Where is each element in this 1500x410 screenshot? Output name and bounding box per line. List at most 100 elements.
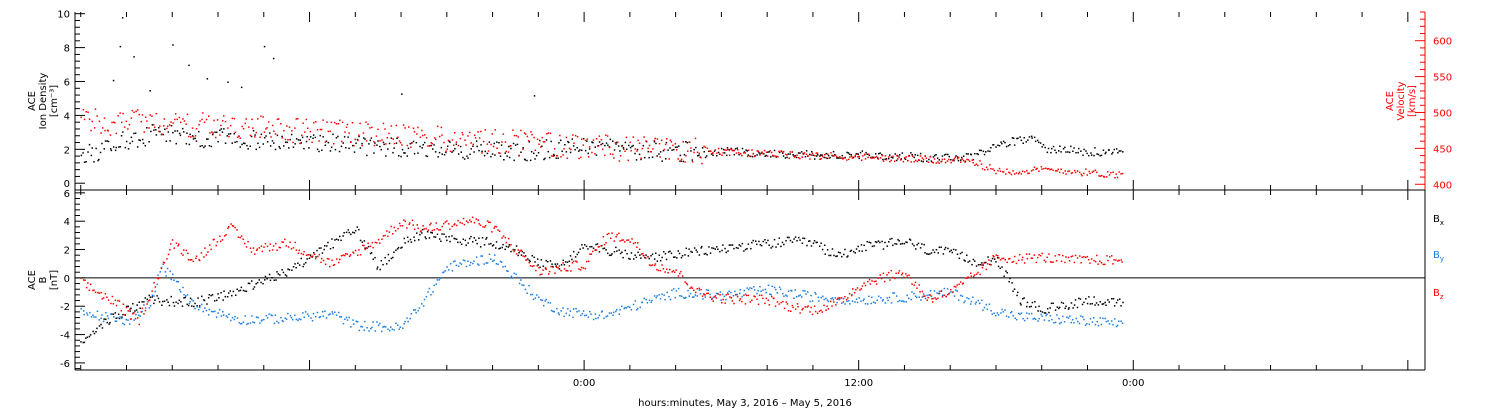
data-point <box>751 155 754 158</box>
data-point <box>172 131 174 134</box>
data-point <box>423 228 426 230</box>
data-point <box>437 156 439 158</box>
data-point <box>957 156 960 159</box>
data-point <box>744 248 747 251</box>
data-point <box>743 250 745 252</box>
data-point <box>433 236 435 238</box>
data-point <box>454 238 456 240</box>
data-point <box>823 304 825 307</box>
data-point <box>784 153 787 156</box>
data-point <box>393 226 395 229</box>
data-point <box>149 299 151 301</box>
data-point <box>921 157 924 159</box>
data-point <box>723 152 726 154</box>
data-point <box>719 294 721 296</box>
data-point <box>714 294 717 297</box>
data-point <box>688 141 691 143</box>
data-point <box>843 253 845 256</box>
data-point <box>881 300 884 302</box>
data-point <box>909 239 912 241</box>
data-point <box>1113 305 1116 307</box>
data-point <box>260 245 263 247</box>
data-point <box>308 147 310 149</box>
data-point <box>525 259 527 261</box>
data-point <box>910 152 912 154</box>
data-point <box>1094 323 1097 326</box>
data-point <box>374 330 377 332</box>
data-point <box>581 149 583 152</box>
data-point <box>709 293 711 296</box>
data-point <box>141 301 143 303</box>
data-point <box>592 318 595 321</box>
data-point <box>596 243 599 245</box>
data-point <box>276 249 278 251</box>
data-point <box>616 234 618 236</box>
data-point <box>839 297 841 299</box>
data-point <box>799 312 801 314</box>
data-point <box>137 317 139 319</box>
data-point <box>185 249 187 252</box>
data-point <box>274 314 277 316</box>
data-point <box>949 250 951 253</box>
data-point <box>723 149 726 151</box>
data-point <box>831 305 833 307</box>
data-point <box>981 262 983 264</box>
data-point <box>303 316 305 318</box>
data-point <box>166 299 168 301</box>
data-point <box>1106 255 1108 257</box>
data-point <box>815 293 817 295</box>
data-point <box>680 158 683 161</box>
data-point <box>928 294 930 296</box>
data-point <box>782 292 784 295</box>
data-point <box>758 294 761 297</box>
data-point <box>910 161 912 163</box>
data-point <box>716 155 718 157</box>
data-point <box>133 132 135 135</box>
data-point <box>416 224 418 226</box>
data-point <box>109 321 111 324</box>
data-point <box>814 291 816 294</box>
data-point <box>1065 151 1067 153</box>
data-point <box>388 132 390 135</box>
data-point <box>174 118 176 121</box>
data-point <box>334 148 337 151</box>
data-point <box>546 133 548 135</box>
data-point <box>930 295 933 297</box>
data-point <box>166 267 169 270</box>
data-point <box>227 227 229 229</box>
data-point <box>842 301 845 303</box>
data-point <box>953 285 956 288</box>
data-point <box>1037 310 1039 312</box>
data-point <box>218 297 220 299</box>
data-point <box>371 326 373 329</box>
data-point <box>860 244 863 246</box>
data-point <box>329 265 331 268</box>
data-point <box>859 151 862 154</box>
data-point <box>762 297 764 300</box>
data-point <box>623 307 625 310</box>
data-point <box>726 292 729 294</box>
data-point <box>194 137 196 140</box>
data-point <box>518 154 520 157</box>
data-point <box>794 308 797 310</box>
data-point <box>399 225 402 227</box>
data-point <box>705 155 708 157</box>
data-point <box>417 152 419 154</box>
data-point <box>543 141 546 143</box>
data-point <box>948 293 950 295</box>
data-point <box>770 156 772 158</box>
data-point <box>820 296 822 299</box>
data-point <box>398 155 400 157</box>
data-point <box>992 255 994 257</box>
data-point <box>80 277 82 279</box>
data-point <box>540 146 542 148</box>
data-point <box>359 254 362 256</box>
data-point <box>648 257 650 260</box>
data-point <box>1076 306 1079 309</box>
data-point <box>170 295 172 298</box>
data-point <box>569 151 572 154</box>
data-point <box>90 316 93 318</box>
data-point <box>881 240 883 243</box>
data-point <box>915 248 917 250</box>
data-point <box>216 131 218 133</box>
